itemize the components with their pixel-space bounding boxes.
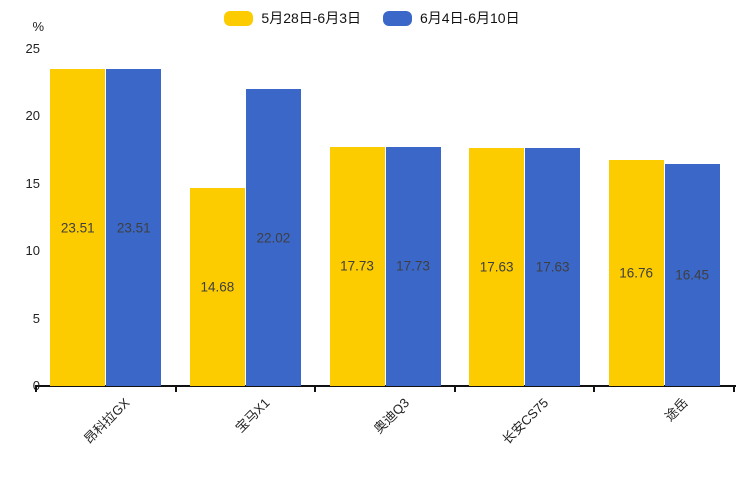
x-category-label: 长安CS75: [499, 395, 552, 448]
y-tick-label: 0: [0, 377, 40, 395]
x-axis-line: [36, 385, 736, 387]
bar-value-label: 23.51: [60, 220, 95, 236]
bar-5月28日-6月3日-昂科拉GX: 23.51: [50, 69, 106, 386]
y-tick-label: 25: [25, 41, 40, 56]
bar-5月28日-6月3日-奥迪Q3: 17.73: [329, 146, 385, 386]
bar-value-label: 17.63: [535, 259, 570, 275]
bar-5月28日-6月3日-长安CS75: 17.63: [469, 148, 525, 386]
legend-label-week2: 6月4日-6月10日: [420, 10, 520, 26]
y-tick-label: 15: [25, 175, 40, 191]
x-axis-tick: [314, 385, 317, 392]
bar-value-label: 14.68: [200, 279, 235, 295]
bar-5月28日-6月3日-途岳: 16.76: [608, 160, 664, 386]
x-category-label: 宝马X1: [231, 395, 273, 436]
legend-item-week2[interactable]: 6月4日-6月10日: [383, 8, 520, 28]
legend-label-week1: 5月28日-6月3日: [261, 10, 361, 26]
y-axis-unit-label: %: [32, 19, 44, 34]
legend-item-week1[interactable]: 5月28日-6月3日: [224, 8, 361, 28]
bar-6月4日-6月10日-途岳: 16.45: [664, 164, 720, 386]
x-category-label: 奥迪Q3: [370, 395, 412, 437]
bar-value-label: 17.63: [479, 259, 514, 275]
x-axis-tick: [733, 385, 735, 392]
legend: 5月28日-6月3日 6月4日-6月10日: [0, 8, 744, 28]
bar-6月4日-6月10日-奥迪Q3: 17.73: [385, 146, 441, 386]
bar-value-label: 16.76: [619, 265, 654, 281]
y-tick-label: 20: [25, 108, 40, 124]
bar-value-label: 22.02: [256, 230, 291, 246]
y-tick-label: 10: [25, 243, 40, 259]
bar-value-label: 16.45: [675, 267, 710, 283]
bar-value-label: 23.51: [116, 220, 151, 236]
bar-6月4日-6月10日-宝马X1: 22.02: [245, 89, 301, 386]
legend-swatch-blue: [383, 10, 412, 26]
x-category-label: 昂科拉GX: [81, 395, 133, 447]
x-axis-tick: [453, 385, 456, 392]
legend-swatch-yellow: [224, 10, 254, 26]
x-category-label: 途岳: [661, 395, 691, 425]
x-axis-tick: [174, 385, 177, 392]
bar-6月4日-6月10日-长安CS75: 17.63: [525, 148, 581, 386]
bar-6月4日-6月10日-昂科拉GX: 23.51: [106, 69, 162, 386]
bar-5月28日-6月3日-宝马X1: 14.68: [189, 188, 245, 386]
y-tick-label: 5: [32, 310, 40, 326]
bar-value-label: 17.73: [340, 258, 374, 274]
x-axis-tick: [35, 385, 37, 392]
x-axis-tick: [593, 385, 596, 392]
bar-value-label: 17.73: [396, 258, 430, 274]
